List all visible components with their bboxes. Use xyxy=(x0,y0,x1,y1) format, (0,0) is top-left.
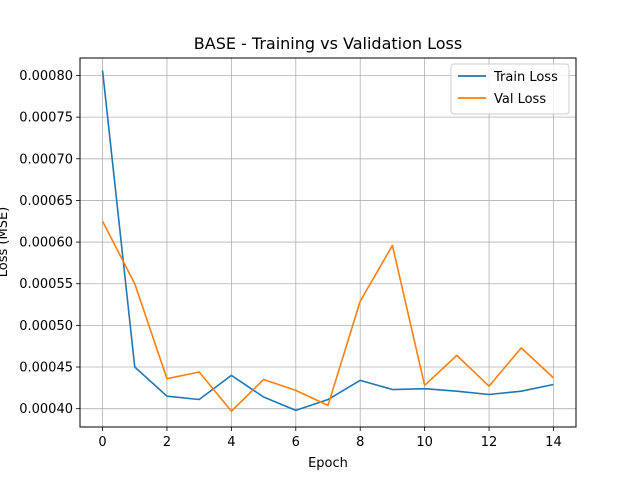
y-tick-label: 0.00040 xyxy=(19,402,73,417)
x-tick-label: 14 xyxy=(545,435,562,450)
series-line-train-loss xyxy=(101,70,554,412)
series-layer xyxy=(101,70,554,412)
chart-title: BASE - Training vs Validation Loss xyxy=(194,34,462,53)
x-tick-label: 4 xyxy=(227,435,235,450)
ticks: 0 2 4 6 8 10 12 14 0.00040 0.00045 0.00050 0.00055 0… xyxy=(19,69,561,450)
x-tick-label: 6 xyxy=(292,435,300,450)
x-tick-label: 12 xyxy=(481,435,498,450)
plot-area-frame xyxy=(79,57,577,428)
grid xyxy=(80,58,576,427)
x-tick-label: 8 xyxy=(356,435,364,450)
y-axis-label: Loss (MSE) xyxy=(0,207,11,277)
y-tick-label: 0.00045 xyxy=(19,361,73,376)
x-tick-label: 2 xyxy=(163,435,171,450)
legend: Train Loss Val Loss xyxy=(450,63,570,115)
legend-train-loss-label: Train Loss xyxy=(493,70,558,85)
y-tick-label: 0.00060 xyxy=(19,236,73,251)
y-tick-label: 0.00070 xyxy=(19,152,73,167)
series-line-val-loss xyxy=(101,220,554,412)
y-tick-label: 0.00080 xyxy=(19,69,73,84)
y-tick-label: 0.00055 xyxy=(19,277,73,292)
x-tick-label: 10 xyxy=(416,435,433,450)
y-tick-label: 0.00065 xyxy=(19,194,73,209)
y-tick-label: 0.00075 xyxy=(19,111,73,126)
x-axis-label: Epoch xyxy=(308,456,348,471)
legend-val-loss-label: Val Loss xyxy=(494,92,546,107)
x-tick-label: 0 xyxy=(98,435,106,450)
y-tick-label: 0.00050 xyxy=(19,319,73,334)
